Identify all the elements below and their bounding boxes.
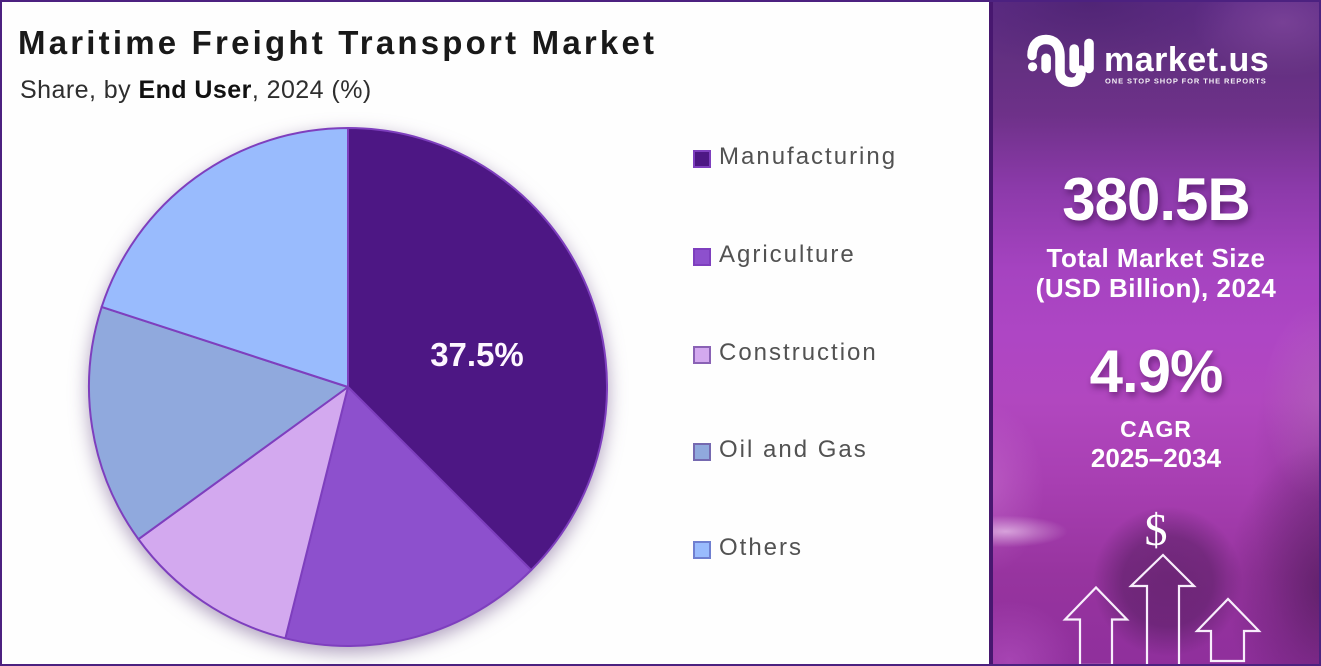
svg-text:ONE STOP SHOP FOR THE REPORTS: ONE STOP SHOP FOR THE REPORTS: [1105, 77, 1267, 86]
svg-text:market.us: market.us: [1104, 41, 1269, 79]
svg-text:37.5%: 37.5%: [430, 336, 524, 373]
